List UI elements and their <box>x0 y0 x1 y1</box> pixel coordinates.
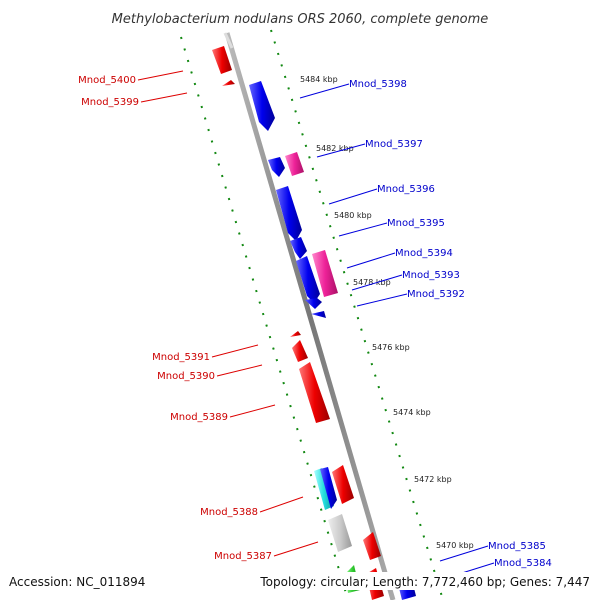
gene-arrow-mnod-5390[interactable] <box>292 340 308 362</box>
leader-line <box>316 143 366 158</box>
leader-line <box>211 344 259 358</box>
leader-line <box>273 541 319 557</box>
gene-label-reverse[interactable]: Mnod_5399 <box>81 97 139 108</box>
leader-line <box>299 83 350 99</box>
gene-arrow-mnod-5389[interactable] <box>299 362 330 423</box>
tick-label: 5470 kbp <box>436 541 474 550</box>
gene-label-forward[interactable]: Mnod_5384 <box>494 558 552 569</box>
gene-arrow-grey[interactable] <box>328 514 352 552</box>
accession-text: Accession: NC_011894 <box>9 575 145 589</box>
tick-label: 5480 kbp <box>334 211 372 220</box>
gene-arrow-mnod-5388[interactable] <box>332 465 354 504</box>
gene-label-forward[interactable]: Mnod_5395 <box>387 218 445 229</box>
topology-bg <box>256 572 596 590</box>
leader-line <box>216 364 263 377</box>
gene-arrow-mnod-5392[interactable] <box>311 311 326 318</box>
gene-label-forward[interactable]: Mnod_5393 <box>402 270 460 281</box>
leader-line <box>346 252 396 269</box>
backbone-cap <box>223 32 234 49</box>
gene-arrow-mnod-5396[interactable] <box>276 186 302 241</box>
tick-label: 5474 kbp <box>393 408 431 417</box>
tick-label: 5484 kbp <box>300 75 338 84</box>
leader-line <box>137 70 184 81</box>
genome-backbone <box>224 32 396 600</box>
gene-label-forward[interactable]: Mnod_5392 <box>407 289 465 300</box>
gene-label-reverse[interactable]: Mnod_5400 <box>78 75 136 86</box>
gene-label-reverse[interactable]: Mnod_5390 <box>157 371 215 382</box>
gene-label-forward[interactable]: Mnod_5398 <box>349 79 407 90</box>
right-tick-track <box>270 29 444 600</box>
gene-arrow-mnod-5391[interactable] <box>290 331 301 337</box>
tick-label: 5476 kbp <box>372 343 410 352</box>
tick-label: 5482 kbp <box>316 144 354 153</box>
gene-arrow-mnod-5400[interactable] <box>212 46 232 74</box>
left-tick-track <box>180 36 349 600</box>
topology-text: Topology: circular; Length: 7,772,460 bp… <box>259 575 590 589</box>
tick-label: 5478 kbp <box>353 278 391 287</box>
leader-line <box>351 274 403 291</box>
gene-label-reverse[interactable]: Mnod_5388 <box>200 507 258 518</box>
gene-label-forward[interactable]: Mnod_5396 <box>377 184 435 195</box>
gene-arrow-mnod-5398[interactable] <box>249 81 275 131</box>
gene-label-reverse[interactable]: Mnod_5387 <box>214 551 272 562</box>
leader-line <box>356 293 408 307</box>
gene-label-reverse[interactable]: Mnod_5389 <box>170 412 228 423</box>
gene-arrow-mnod-5397[interactable] <box>268 157 285 177</box>
gene-arrow-blue-lower[interactable] <box>320 467 337 509</box>
gene-arrow-mnod-5387[interactable] <box>363 532 381 560</box>
map-title: Methylobacterium nodulans ORS 2060, comp… <box>112 12 489 27</box>
leader-line <box>328 188 378 205</box>
leader-line <box>259 496 304 513</box>
kbp-ticks: 5484 kbp 5482 kbp 5480 kbp 5478 kbp 5476 kbp… <box>300 75 474 550</box>
accession-bg <box>4 572 164 590</box>
gene-label-forward[interactable]: Mnod_5385 <box>488 541 546 552</box>
leader-line <box>439 545 489 562</box>
gene-arrow-mnod-5393[interactable] <box>305 298 322 309</box>
gene-arrow-mnod-5395[interactable] <box>290 237 307 259</box>
gene-arrow-pink-2[interactable] <box>312 250 338 297</box>
gene-label-reverse[interactable]: Mnod_5391 <box>152 352 210 363</box>
gene-arrow-mnod-5394[interactable] <box>296 256 320 303</box>
leader-line <box>338 222 388 237</box>
gene-label-forward[interactable]: Mnod_5394 <box>395 248 453 259</box>
tick-label: 5472 kbp <box>414 475 452 484</box>
leader-line <box>229 404 276 418</box>
gene-label-forward[interactable]: Mnod_5397 <box>365 139 423 150</box>
gene-arrow-pink-1[interactable] <box>285 152 304 176</box>
leader-line <box>140 92 188 103</box>
gene-labels: Mnod_5398 Mnod_5397 Mnod_5396 Mnod_5395 Mnod… <box>78 70 552 579</box>
gene-arrow-mnod-5399[interactable] <box>222 80 235 86</box>
